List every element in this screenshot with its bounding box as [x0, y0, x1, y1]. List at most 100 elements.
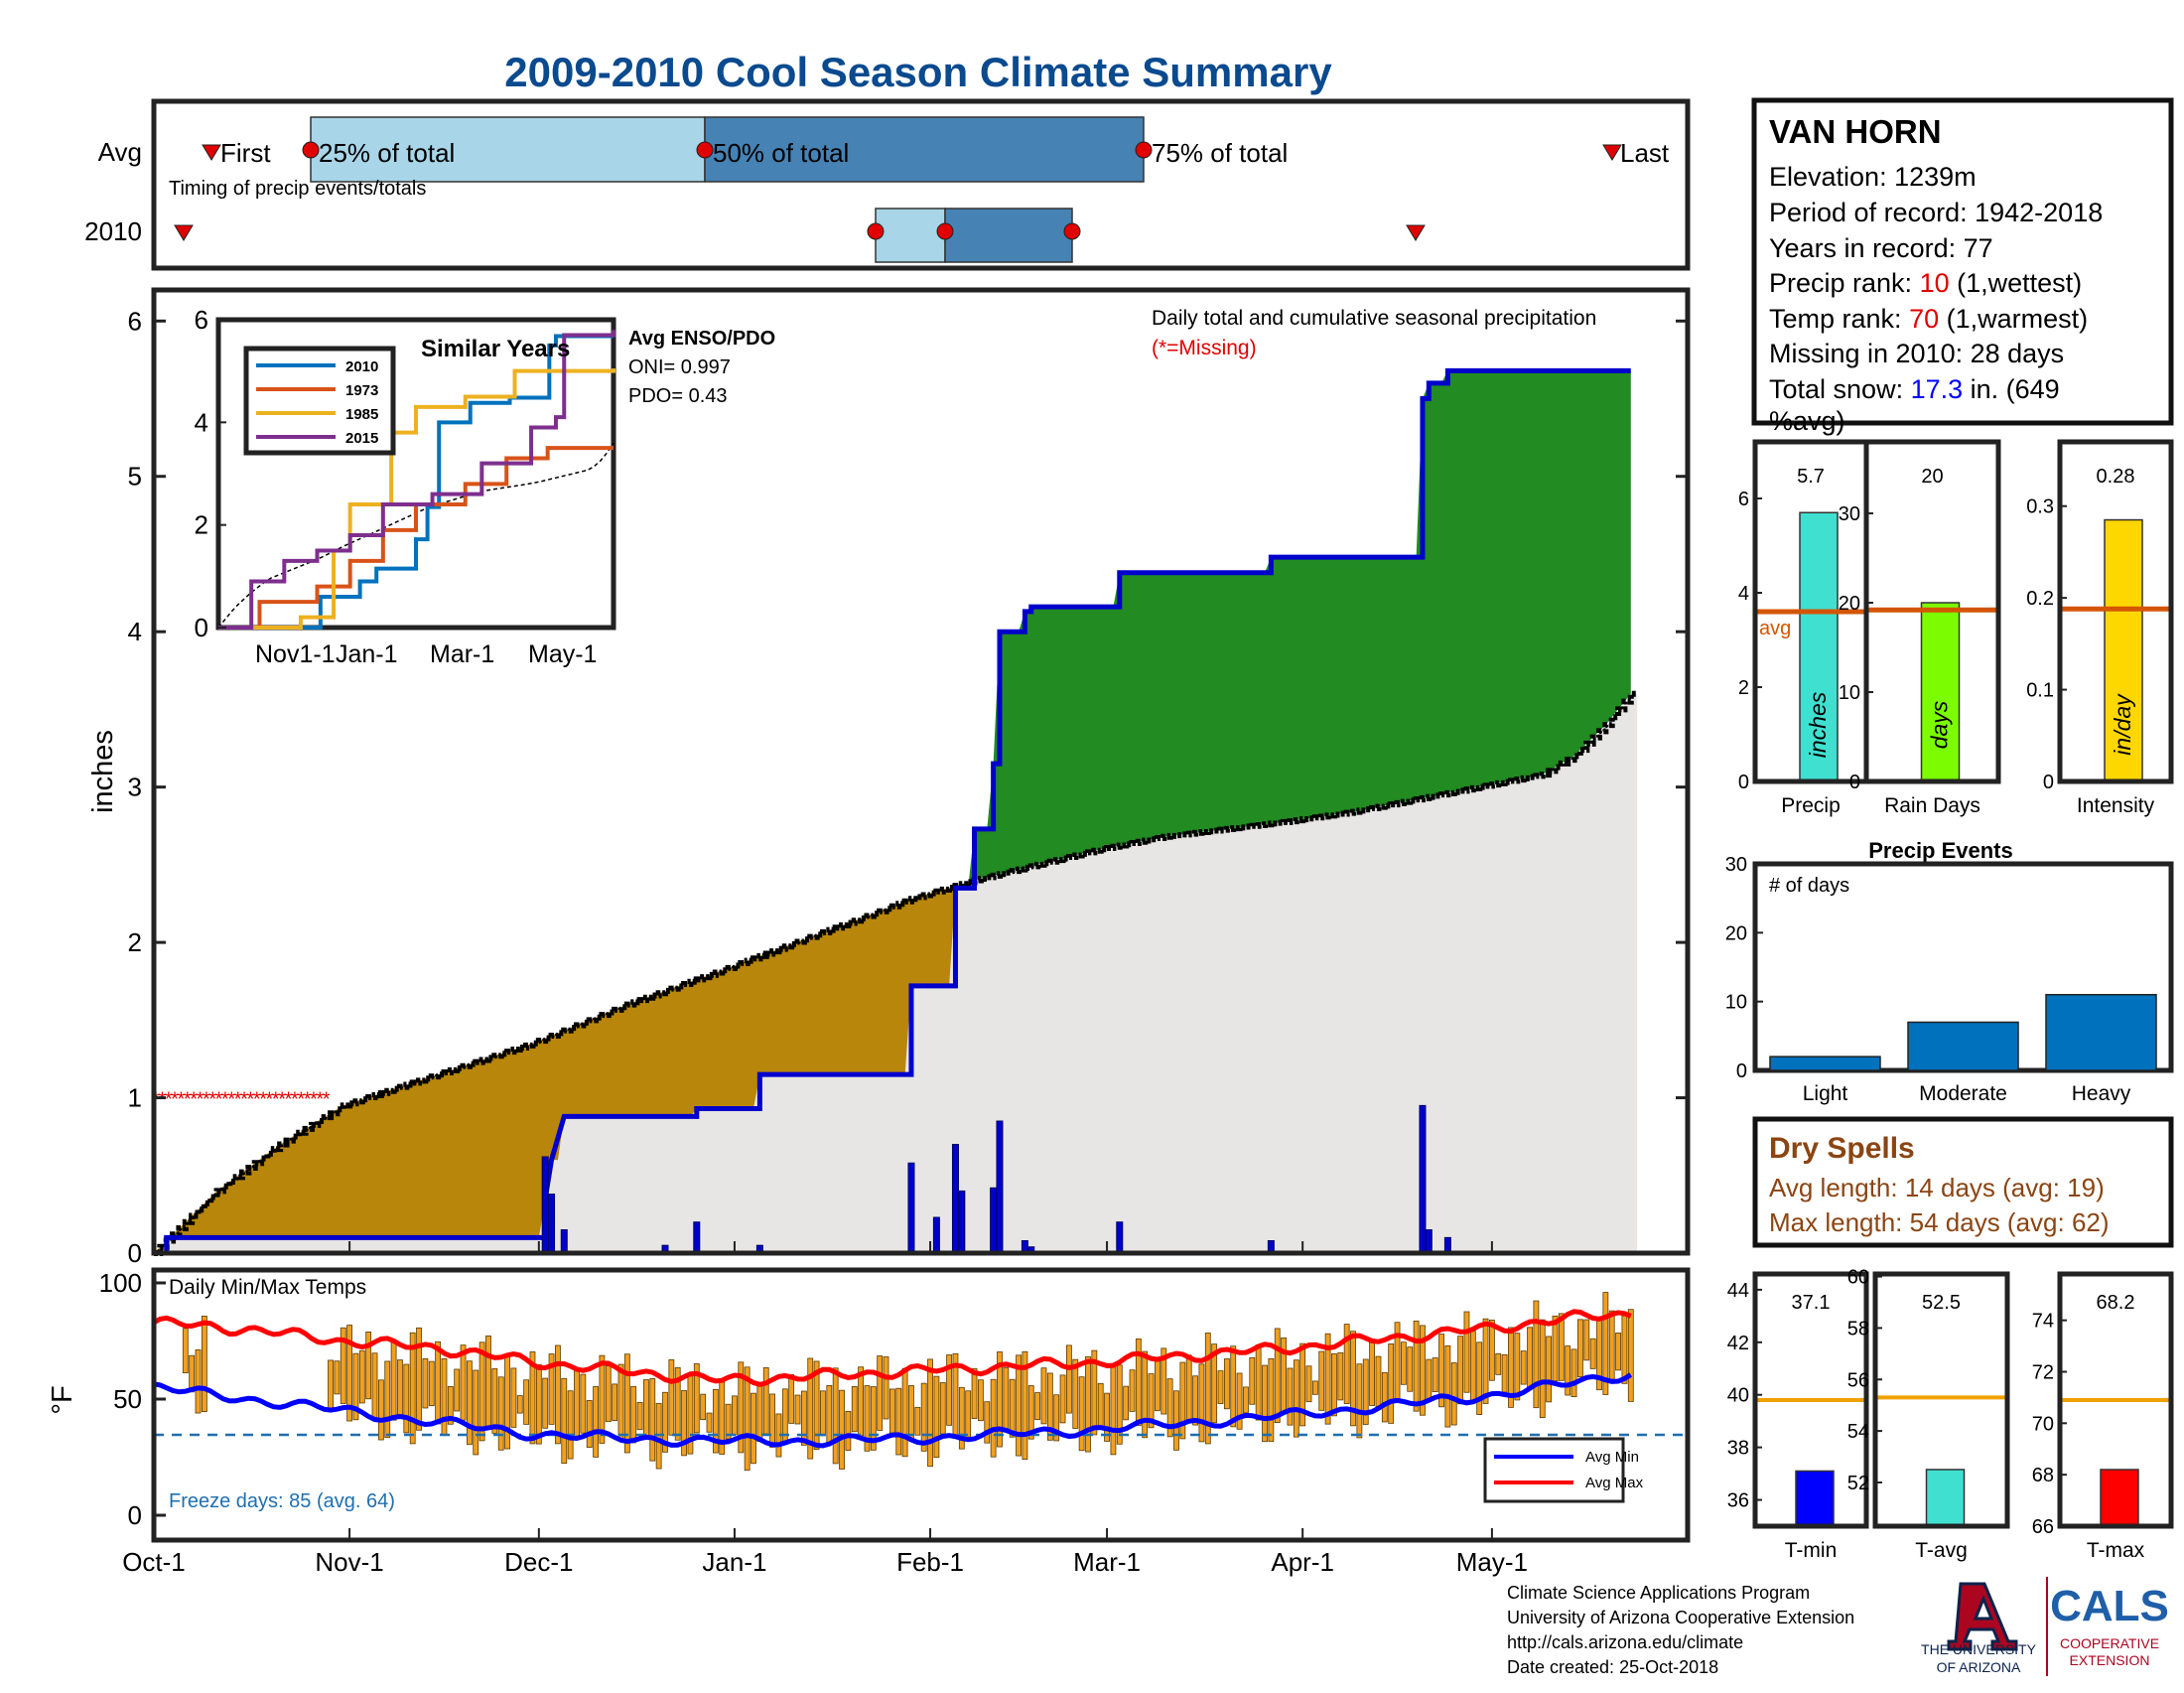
timing-frame [151, 98, 1691, 271]
dry-avg: Avg length: 14 days (avg: 19) [1769, 1173, 2105, 1202]
inset-ytick-label: 4 [195, 407, 208, 437]
timing-p25-label: 25% of total [319, 138, 455, 168]
daily-temp-bar [1388, 1343, 1395, 1424]
main-ytick-label: 5 [128, 462, 142, 492]
precip-stats-charts: 0 2 4 6 5.7 Precip inches avg 0 10 20 30 20 Rain Days… [1738, 439, 2174, 817]
timing-avg-q1-box [310, 116, 706, 183]
timing-avg-q2-box [704, 116, 1145, 183]
daily-temp-bar [1217, 1370, 1224, 1404]
temp-stat-bar [1925, 1469, 1966, 1527]
enso-pdo: PDO= 0.43 [628, 385, 728, 407]
temp-stat-t-max: 66 68 70 72 74 68.2 T-max [2032, 1271, 2174, 1562]
daily-temp-bar [1489, 1319, 1495, 1381]
daily-temp-bar [920, 1382, 927, 1452]
daily-temp-bar [580, 1373, 587, 1434]
main-frame [151, 287, 1691, 1256]
p25-marker-icon [302, 141, 320, 159]
timing-caption: Timing of precip events/totals [169, 178, 426, 200]
daily-temp-bar [978, 1379, 984, 1422]
daily-temp-bar [1362, 1358, 1369, 1425]
stat-bar [1799, 511, 1839, 782]
inset-legend-label: 1985 [345, 406, 378, 423]
daily-temp-bar [358, 1349, 365, 1404]
daily-temp-bar [1463, 1311, 1470, 1393]
daily-temp-bar [1123, 1385, 1130, 1421]
daily-temp-bar [939, 1382, 946, 1435]
daily-temp-bar [593, 1386, 599, 1458]
daily-temp-bar [725, 1403, 732, 1440]
daily-temp-bar [478, 1341, 485, 1442]
temp-stat-ytick-label: 54 [1847, 1421, 1869, 1443]
daily-temp-bar [1078, 1376, 1085, 1452]
missing-day-marker: * [165, 1089, 173, 1111]
daily-temp-bar [529, 1351, 536, 1445]
cals-line1: COOPERATIVE [2060, 1635, 2159, 1651]
daily-temp-bar [1040, 1367, 1047, 1425]
daily-temp-bar [1337, 1351, 1344, 1401]
above-avg-fill [961, 370, 1631, 889]
events-ytick-label: 20 [1725, 922, 1747, 944]
daily-temp-bar [1469, 1331, 1476, 1404]
daily-temp-bar [1179, 1361, 1186, 1440]
inset-legend-label: 1973 [345, 382, 378, 399]
temp-stat-t-avg: 52 54 56 58 60 52.5 T-avg [1847, 1267, 2010, 1562]
missing-day-marker: * [158, 1089, 166, 1111]
daily-temp-bar [473, 1369, 479, 1456]
daily-precip-bar [951, 1143, 959, 1254]
timing-last-label: Last [1620, 138, 1670, 168]
missing-day-marker: * [203, 1089, 210, 1111]
temp-stat-bar [1795, 1470, 1835, 1527]
inset-y-axis: 0 2 4 6 [195, 305, 226, 642]
daily-temp-bar [636, 1402, 643, 1431]
daily-temp-bar [1299, 1342, 1306, 1427]
daily-temp-bar [1583, 1319, 1590, 1361]
daily-temp-bar [738, 1361, 745, 1454]
daily-temp-bar [1356, 1363, 1363, 1439]
inset-title: Similar Years [421, 336, 570, 362]
station-temp-rank: Temp rank: 70 (1,warmest) [1769, 304, 2088, 334]
daily-precip-bar [996, 1120, 1004, 1254]
daily-temp-bar [467, 1360, 473, 1446]
daily-temp-bar [901, 1367, 908, 1458]
daily-temp-bar [409, 1332, 416, 1445]
cals-line2: EXTENSION [2070, 1652, 2150, 1668]
missing-day-marker: * [323, 1089, 331, 1111]
daily-temp-bar [328, 1359, 334, 1410]
daily-temp-bar [390, 1340, 397, 1421]
events-ytick-label: 10 [1725, 992, 1747, 1014]
daily-temp-bar [1375, 1355, 1382, 1407]
events-ytick-label: 30 [1725, 854, 1747, 876]
daily-temp-bar [1192, 1375, 1198, 1426]
daily-temp-bar [888, 1388, 895, 1434]
temp-stat-ytick-label: 44 [1727, 1280, 1749, 1302]
daily-temp-bar [693, 1363, 700, 1434]
stat-chart-precip: 0 2 4 6 5.7 Precip inches avg [1738, 439, 1869, 817]
temp-stat-value-label: 68.2 [2097, 1292, 2135, 1314]
events-ylabel-text: # of days [1769, 875, 1849, 897]
temp-stat-ytick-label: 56 [1847, 1369, 1869, 1391]
inset-legend-label: 2010 [345, 358, 378, 375]
station-name: VAN HORN [1769, 113, 1942, 150]
stat-bar [2104, 518, 2143, 782]
ua-line2: OF ARIZONA [1937, 1659, 2021, 1675]
temp-stat-value-label: 37.1 [1792, 1292, 1831, 1314]
daily-temp-bar [820, 1390, 826, 1437]
daily-temp-bar [542, 1377, 549, 1429]
daily-temp-bar [397, 1359, 403, 1417]
daily-temp-bar [371, 1352, 378, 1420]
month-label: Jan-1 [702, 1547, 766, 1577]
daily-temp-bar [1508, 1327, 1514, 1408]
daily-temp-bar [706, 1412, 713, 1433]
daily-precip-bar [560, 1229, 568, 1254]
p25-2010-marker-icon [867, 222, 885, 240]
daily-temp-bar [1072, 1358, 1079, 1429]
temp-stat-ytick-label: 58 [1847, 1318, 1869, 1340]
daily-temp-bar [1432, 1357, 1438, 1392]
events-ytick-label: 0 [1736, 1060, 1747, 1082]
missing-day-marker: * [259, 1089, 267, 1111]
timing-panel: Avg 2010 First 25% of total 50% of total… [84, 98, 1691, 271]
daily-temp-bar [567, 1390, 574, 1460]
temp-stat-ytick-label: 38 [1727, 1438, 1749, 1460]
daily-temp-bar [794, 1394, 801, 1425]
events-bars: Light Moderate Heavy 0 10 20 30 [1725, 854, 2157, 1105]
